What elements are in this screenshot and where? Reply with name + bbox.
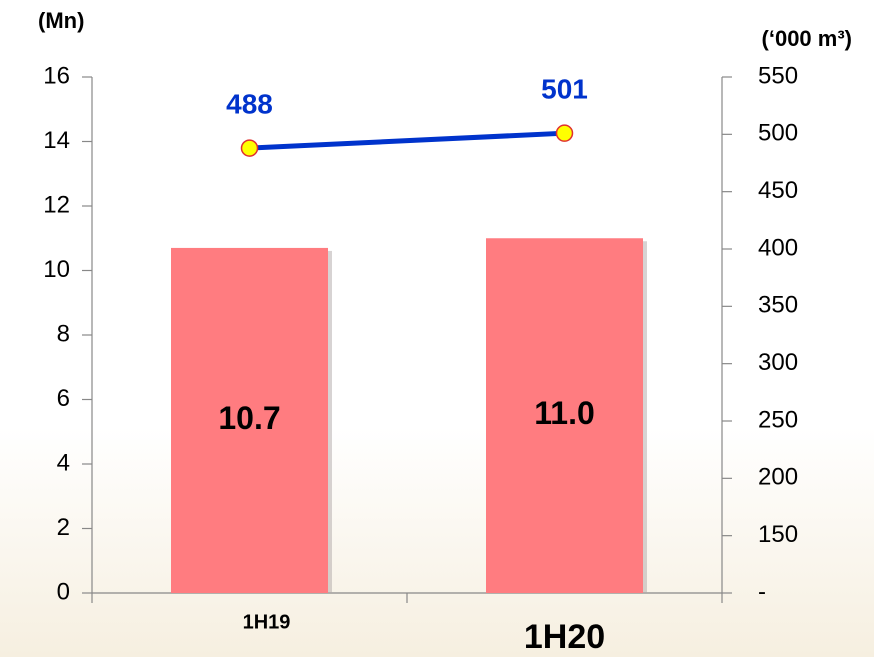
y-tick-label: 12 [43, 191, 70, 218]
line-marker [555, 124, 574, 142]
y2-axis-label: (‘000 m³) [762, 26, 852, 51]
y-tick-label: 8 [57, 320, 70, 347]
y2-tick-label: 150 [758, 521, 798, 548]
y-tick-label: 6 [57, 385, 70, 412]
bar [486, 238, 643, 593]
y2-tick-label: 550 [758, 62, 798, 89]
y2-tick-label: 250 [758, 406, 798, 433]
bar [171, 247, 328, 594]
y2-tick-label: 350 [758, 292, 798, 319]
bar-value-label: 11.0 [534, 395, 595, 431]
y2-tick-label: 200 [758, 464, 798, 491]
y2-tick-label: - [758, 578, 766, 605]
line-marker [240, 139, 259, 157]
y2-tick-label: 450 [758, 177, 798, 204]
y-tick-label: 16 [43, 62, 70, 89]
y-tick-label: 2 [57, 514, 70, 541]
line-value-label: 488 [226, 88, 273, 119]
x-tick-label: 1H19 [243, 611, 291, 633]
y-tick-label: 14 [43, 127, 70, 154]
y-axis-label: (Mn) [38, 8, 84, 33]
bar-value-label: 10.7 [218, 400, 280, 436]
y-tick-label: 0 [57, 578, 70, 605]
line [249, 130, 565, 151]
y-tick-label: 4 [57, 449, 70, 476]
y2-tick-label: 300 [758, 349, 798, 376]
y2-tick-label: 500 [758, 120, 798, 147]
y-tick-label: 10 [43, 256, 70, 283]
x-tick-label: 1H20 [524, 618, 605, 656]
y2-tick-label: 400 [758, 234, 798, 261]
line-value-label: 501 [541, 74, 588, 105]
